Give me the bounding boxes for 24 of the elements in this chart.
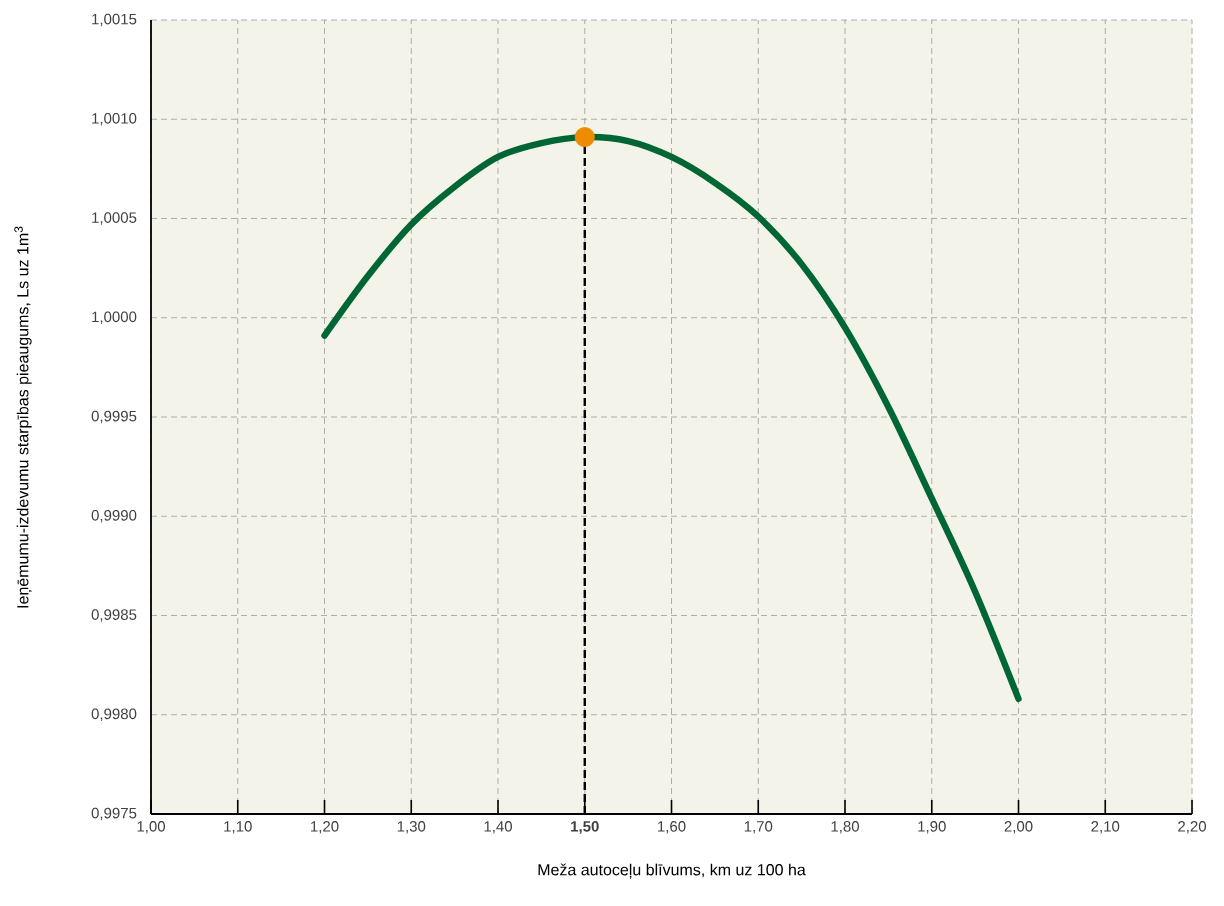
x-tick-label: 1,00 [137, 821, 166, 834]
y-axis-title: Ieņēmumu-izdevumu starpības pieaugums, Ls uz 1m$^{3}$ [14, 226, 32, 608]
x-tick-label: 1,40 [484, 821, 513, 834]
x-tick-label: 1,10 [224, 821, 252, 834]
x-tick-label: 1,30 [397, 821, 426, 834]
x-tick-label: 1,50 [571, 821, 599, 834]
y-tick-label: 0,9980 [91, 708, 137, 721]
x-tick-label: 1,60 [658, 821, 686, 834]
x-axis-title: Meža autoceļu blīvums, km uz 100 ha [538, 863, 806, 879]
y-tick-label: 0,9985 [91, 609, 137, 622]
x-tick-label: 2,00 [1004, 821, 1033, 834]
y-tick-label: 1,0005 [92, 212, 137, 225]
x-tick-label: 2,10 [1091, 821, 1120, 834]
x-tick-label: 2,20 [1178, 821, 1207, 834]
x-tick-label: 1,80 [831, 821, 860, 834]
y-tick-label: 0,9975 [91, 807, 137, 821]
x-tick-label: 1,90 [918, 821, 946, 834]
x-tick-label: 1,70 [744, 821, 773, 834]
y-tick-label: 0,9990 [91, 510, 137, 523]
y-tick-label: 0,9995 [91, 410, 137, 424]
y-tick-label: 1,0015 [92, 13, 137, 27]
y-tick-label: 1,0010 [92, 113, 137, 126]
x-tick-label: 1,20 [311, 821, 339, 834]
y-tick-label: 1,0000 [92, 311, 137, 324]
